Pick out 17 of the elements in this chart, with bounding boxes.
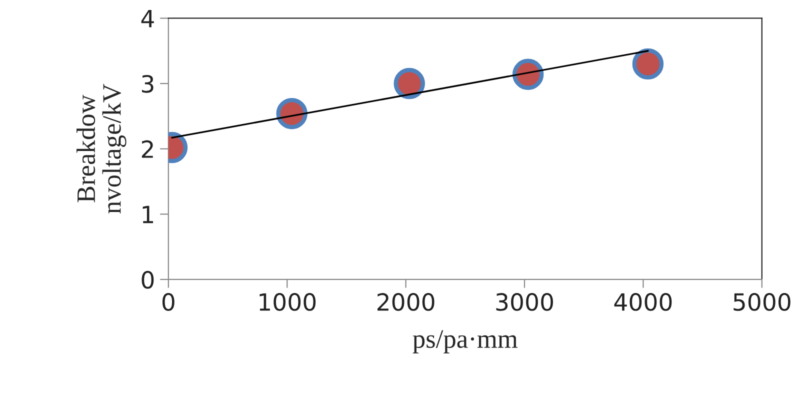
y-axis-title: Breakdow nvoltage/kV	[76, 84, 126, 214]
y-tick-label: 2	[142, 140, 153, 158]
x-tick-label: 4000	[614, 293, 672, 311]
y-tick-label: 0	[142, 270, 154, 289]
x-tick-label: 2000	[377, 293, 434, 311]
y-tick-label: 1	[142, 206, 154, 224]
point	[632, 48, 664, 80]
x-tick-label: 3000	[496, 293, 553, 311]
point	[394, 68, 425, 100]
x-axis-title: ps/pa·mm	[412, 330, 518, 354]
y-tick-label: 4	[141, 10, 154, 28]
x-tick-label: 1000	[260, 293, 316, 311]
x-tick-label: 0	[162, 293, 174, 311]
x-tick-label: 5000	[734, 293, 790, 311]
point	[512, 58, 544, 90]
y-tick-label: 3	[142, 74, 154, 93]
point	[276, 98, 308, 130]
